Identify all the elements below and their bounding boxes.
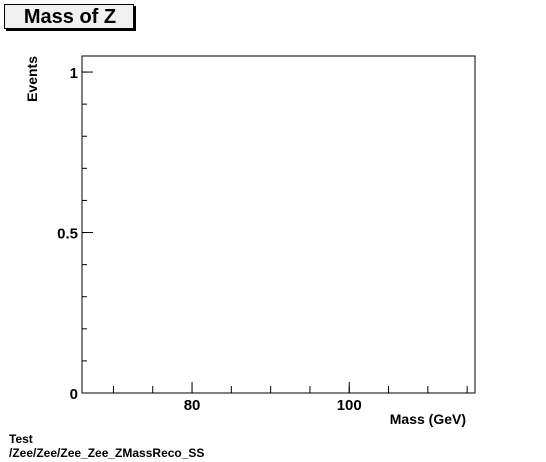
x-tick-label: 100 bbox=[337, 397, 362, 414]
x-axis-label: Mass (GeV) bbox=[390, 411, 466, 427]
y-tick-label: 0 bbox=[70, 386, 78, 403]
y-tick-label: 0.5 bbox=[57, 226, 78, 243]
plot-frame bbox=[81, 55, 476, 394]
footer-line-2: /Zee/Zee/Zee_Zee_ZMassReco_SS bbox=[9, 446, 205, 460]
y-tick-label: 1 bbox=[70, 65, 78, 82]
footer-line-1: Test bbox=[9, 432, 33, 446]
chart-title: Mass of Z bbox=[23, 6, 117, 28]
x-tick-label: 80 bbox=[184, 397, 201, 414]
chart-title-box: Mass of Z bbox=[4, 4, 134, 29]
x-minor-ticks bbox=[112, 386, 468, 393]
y-axis: 00.51 bbox=[57, 65, 93, 403]
x-axis: 80 100 bbox=[184, 382, 362, 414]
y-axis-label: Events bbox=[24, 56, 40, 102]
